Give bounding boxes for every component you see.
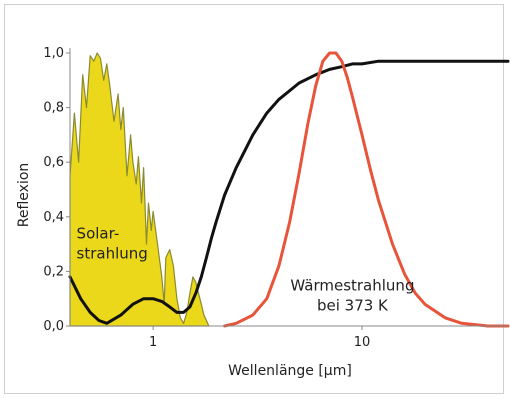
series-solar-area	[69, 52, 210, 327]
y-tick-label: 0,8	[43, 101, 64, 116]
series-waerme-line	[223, 51, 510, 328]
annotation-label: Solar-strahlung	[77, 225, 148, 263]
y-tick-label: 0,4	[43, 210, 64, 225]
y-tick-label: 1,0	[43, 46, 64, 61]
y-tick-label: 0,6	[43, 155, 64, 170]
series-reflexion-line	[68, 59, 510, 325]
plot-layer	[68, 51, 510, 328]
y-tick-label: 0,0	[43, 319, 64, 334]
y-axis-label: Reflexion	[16, 163, 32, 228]
axis-layer: 0,0 0,2 0,4 0,6 0,8 1,0 1 10	[43, 46, 508, 350]
x-tick-label: 10	[354, 335, 371, 350]
y-tick-label: 0,2	[43, 264, 64, 279]
x-axis-label: Wellenlänge [μm]	[228, 363, 352, 379]
annotation-layer: Solar-strahlung Wärmestrahlung bei 373 K	[77, 225, 415, 315]
annotation-label: Wärmestrahlung bei 373 K	[290, 277, 414, 315]
annotation-line: bei 373 K	[317, 297, 389, 315]
annotation-line: Wärmestrahlung	[290, 277, 414, 295]
x-tick-label: 1	[149, 335, 157, 350]
annotation-line: Solar-	[77, 225, 120, 243]
annotation-line: strahlung	[77, 245, 148, 263]
